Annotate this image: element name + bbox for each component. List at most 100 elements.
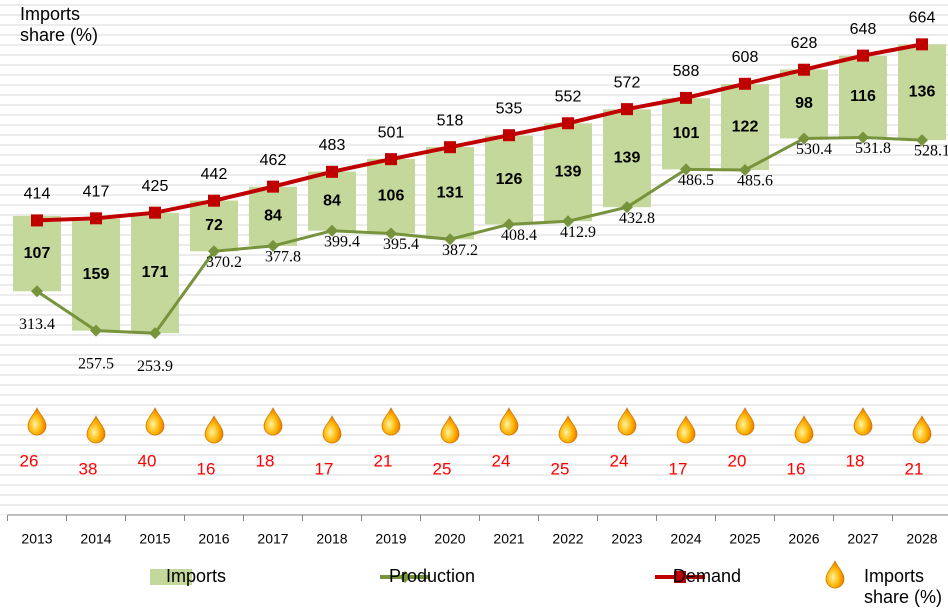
bar (72, 218, 120, 331)
drop-icon (263, 407, 283, 436)
point-label: 528.1 (914, 143, 948, 160)
marker (798, 132, 810, 145)
bar (780, 69, 828, 139)
marker (857, 131, 869, 144)
drop-icon (853, 407, 873, 436)
marker (503, 129, 515, 142)
x-tick-label: 2022 (552, 531, 583, 547)
y-axis-label: Imports share (%) (20, 4, 99, 45)
drop-icon (145, 407, 165, 436)
point-label: 408.4 (501, 227, 537, 244)
marker (149, 327, 161, 340)
bar-label: 98 (795, 95, 813, 112)
share-label: 16 (787, 459, 806, 478)
x-tick-label: 2024 (670, 531, 701, 547)
bar-label: 84 (264, 208, 282, 225)
share-label: 18 (846, 451, 865, 470)
bar (603, 109, 651, 208)
bar-label: 72 (205, 217, 223, 234)
marker (680, 163, 692, 176)
bar-label: 159 (83, 266, 110, 283)
marker (739, 163, 751, 176)
bar (839, 55, 887, 138)
point-label: 313.4 (19, 316, 55, 333)
marker (621, 103, 633, 116)
drop-icon (676, 415, 696, 444)
share-label: 24 (492, 451, 511, 470)
x-tick-label: 2015 (139, 531, 170, 547)
drop-icon (322, 415, 342, 444)
point-label: 530.4 (796, 141, 832, 158)
drop-icon (440, 415, 460, 444)
x-tick-label: 2020 (434, 531, 465, 547)
marker (621, 201, 633, 214)
bar-label: 131 (437, 184, 464, 201)
drop-icon (735, 407, 755, 436)
share-label: 24 (610, 451, 629, 470)
share-label: 40 (138, 451, 157, 470)
legend-icon (825, 560, 845, 589)
x-tick-label: 2019 (375, 531, 406, 547)
point-label: 552 (555, 88, 582, 105)
point-label: 608 (732, 49, 759, 66)
marker (385, 227, 397, 240)
marker (562, 215, 574, 228)
marker (680, 91, 692, 104)
point-label: 462 (260, 152, 287, 169)
point-label: 486.5 (678, 172, 714, 189)
marker (798, 63, 810, 76)
point-label: 387.2 (442, 242, 478, 259)
share-label: 21 (374, 451, 393, 470)
marker (31, 214, 43, 227)
drop-icon (912, 415, 932, 444)
legend-marker (399, 571, 411, 583)
bar (426, 147, 474, 240)
bar-label: 171 (142, 264, 169, 281)
point-label: 370.2 (206, 254, 242, 271)
marker (916, 134, 928, 147)
share-label: 18 (256, 451, 275, 470)
bar-label: 139 (614, 149, 641, 166)
point-label: 588 (673, 63, 700, 80)
drop-icon (204, 415, 224, 444)
x-tick-label: 2016 (198, 531, 229, 547)
x-tick-label: 2013 (21, 531, 52, 547)
marker (326, 224, 338, 237)
point-label: 425 (142, 178, 169, 195)
drop-icon (617, 407, 637, 436)
point-label: 412.9 (560, 224, 596, 241)
point-label: 377.8 (265, 249, 301, 266)
x-tick-label: 2018 (316, 531, 347, 547)
share-label: 17 (669, 459, 688, 478)
legend-label: Demand (673, 566, 741, 586)
point-label: 442 (201, 166, 228, 183)
share-label: 38 (79, 459, 98, 478)
x-tick-label: 2017 (257, 531, 288, 547)
bar (249, 186, 297, 246)
bar (190, 200, 238, 252)
bar-label: 136 (909, 83, 936, 100)
marker (739, 77, 751, 90)
bar (308, 171, 356, 231)
bar-label: 139 (555, 163, 582, 180)
marker (385, 153, 397, 166)
marker (857, 49, 869, 62)
bar-label: 107 (24, 245, 51, 262)
drop-icon (86, 415, 106, 444)
drop-icon (558, 415, 578, 444)
point-label: 664 (909, 10, 936, 27)
point-label: 501 (378, 124, 405, 141)
bar (898, 44, 946, 141)
bar (13, 215, 61, 292)
share-label: 17 (315, 459, 334, 478)
bar (544, 123, 592, 222)
share-label: 26 (20, 451, 39, 470)
marker (444, 233, 456, 246)
drop-icon (381, 407, 401, 436)
point-label: 518 (437, 112, 464, 129)
marker (444, 141, 456, 154)
point-label: 253.9 (137, 358, 173, 375)
marker (208, 194, 220, 207)
legend-label: Imports (166, 566, 226, 586)
